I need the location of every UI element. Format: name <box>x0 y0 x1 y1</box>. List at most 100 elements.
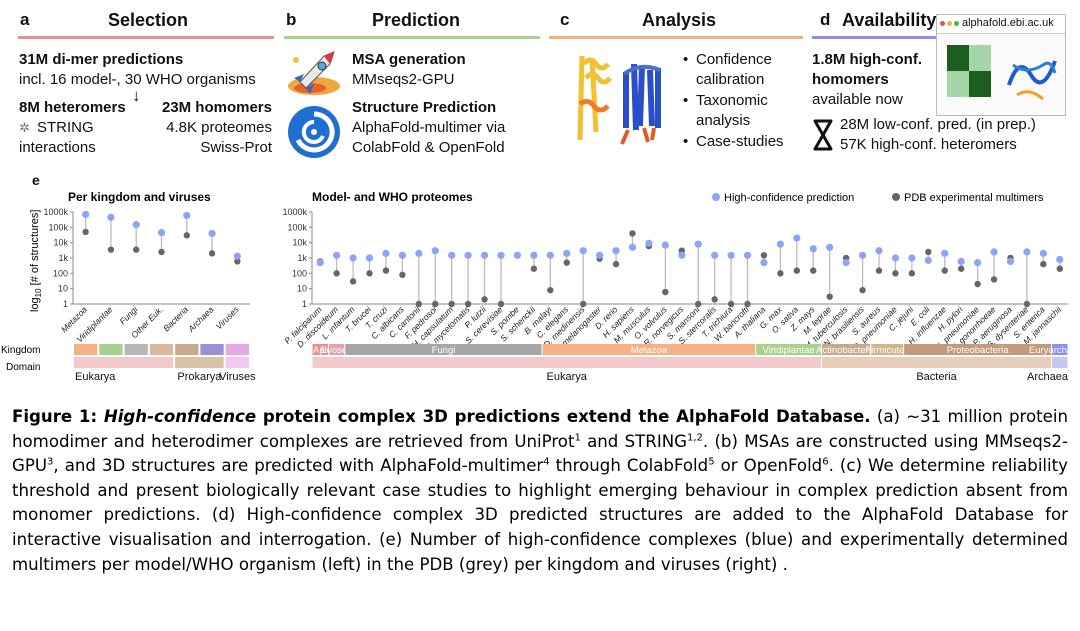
kingdom-band <box>1052 344 1068 355</box>
pdb-point <box>777 270 784 277</box>
pae-heatmap <box>947 45 991 97</box>
panel-b-title: Prediction <box>372 10 461 30</box>
caption-text-2: and STRING <box>587 431 687 451</box>
pdb-point <box>107 246 115 253</box>
panel-e-letter: e <box>32 172 40 188</box>
domain-swatch <box>74 357 174 368</box>
pdb-point <box>208 250 216 257</box>
protein-structure-icon <box>577 55 661 145</box>
x-tick-label: Fungi <box>118 304 141 327</box>
caption-text-6: or OpenFold <box>720 456 823 476</box>
kingdom-label: Firmicutes <box>865 345 909 356</box>
kingdom-label: Metazoa <box>631 345 668 356</box>
panel-c-bullet-2: Taxonomic <box>696 92 768 109</box>
kingdom-swatch <box>225 344 249 355</box>
kingdom-swatch <box>74 344 98 355</box>
panel-c-bullet-1b: calibration <box>696 71 765 88</box>
y-tick-label: 100k <box>48 222 68 232</box>
panel-b-bar <box>284 36 540 39</box>
caption-text-7: . (c) We determine reliability threshold… <box>12 456 1068 574</box>
high-conf-point <box>563 249 571 257</box>
high-conf-point <box>645 239 653 247</box>
pdb-point <box>662 288 669 296</box>
domain-label: Bacteria <box>916 371 957 383</box>
pdb-point <box>810 267 817 274</box>
pdb-point <box>366 270 373 277</box>
panel-a-line2: incl. 16 model-, 30 WHO organisms <box>19 71 256 88</box>
y-tick-label: 10 <box>58 284 68 294</box>
kingdom-band <box>821 344 871 355</box>
caption-ref-3: 3 <box>47 456 54 468</box>
legend-high-label: High-confidence prediction <box>724 192 854 204</box>
high-conf-point <box>513 251 522 259</box>
pdb-point <box>1056 265 1063 272</box>
bullet-marker: • <box>683 51 689 68</box>
window-dot-icon <box>954 21 959 26</box>
high-conf-point <box>1006 257 1015 266</box>
domain-label: Viruses <box>219 371 256 383</box>
panel-d-title: Availability <box>842 10 937 30</box>
rocket-icon <box>288 51 340 95</box>
pdb-point <box>760 252 768 259</box>
panel-c-bullet-1: Confidence <box>696 51 772 68</box>
bullet-marker: • <box>683 133 689 150</box>
panel-b-msa-title: MSA generation <box>352 51 466 68</box>
domain-swatch <box>225 357 249 368</box>
high-conf-point <box>157 229 166 237</box>
caption-ref-2: 1,2 <box>687 432 703 444</box>
high-conf-point <box>628 243 637 251</box>
panel-d-hetero: 57K high-conf. heteromers <box>840 136 1017 153</box>
pdb-point <box>925 248 932 256</box>
right-chart-title: Model- and WHO proteomes <box>312 190 473 204</box>
y-tick-label: 1 <box>302 299 307 309</box>
high-conf-point <box>333 251 341 259</box>
high-conf-point <box>480 251 489 259</box>
domain-label: Archaea <box>1027 371 1069 383</box>
high-conf-point <box>974 259 982 267</box>
high-conf-point <box>1056 255 1064 264</box>
legend-pdb-label: PDB experimental multimers <box>904 192 1044 204</box>
kingdom-band <box>328 344 345 355</box>
pdb-point <box>563 259 570 266</box>
y-tick-label: 1000k <box>43 207 68 217</box>
pdb-point <box>711 296 718 303</box>
panel-c-letter: c <box>560 10 570 29</box>
colabfold-logo-icon <box>288 106 340 158</box>
hourglass-icon <box>813 119 833 151</box>
high-conf-point <box>415 249 423 257</box>
panel-d-bar <box>812 36 937 39</box>
high-conf-point <box>233 252 241 260</box>
pdb-point <box>875 267 883 274</box>
domain-label: Eukarya <box>547 371 588 383</box>
pdb-point <box>744 300 751 308</box>
high-conf-point <box>809 245 817 253</box>
pdb-point <box>793 267 801 274</box>
y-axis-label: log10 [# of structures] <box>29 210 43 312</box>
panel-d-line1: 1.8M high-conf. <box>812 51 922 68</box>
high-conf-point <box>107 213 115 221</box>
pae-block <box>969 71 991 97</box>
panel-d-letter: d <box>820 10 831 29</box>
high-conf-point <box>826 243 834 251</box>
panel-a-arrow: ↓ <box>132 86 141 105</box>
y-tick-label: 10k <box>292 238 307 248</box>
left-chart-title: Per kingdom and viruses <box>68 190 211 204</box>
high-conf-point <box>398 251 406 259</box>
high-conf-point <box>349 254 357 262</box>
high-conf-point <box>678 251 686 259</box>
high-conf-point <box>1039 249 1047 257</box>
y-tick-label: 1k <box>297 253 307 263</box>
panel-a-hetero-title: 8M heteromers <box>19 99 126 116</box>
kingdom-band <box>345 344 542 355</box>
structure-preview-icon <box>1007 60 1057 101</box>
panel-c-bullet-3: Case-studies <box>696 133 784 150</box>
y-tick-label: 100 <box>292 268 307 278</box>
panel-e-chart: Per kingdom and viruses Model- and WHO p… <box>1 190 1080 383</box>
pdb-point <box>941 267 948 274</box>
caption-fig-title-rest: protein complex 3D predictions extend th… <box>262 407 871 426</box>
pdb-point <box>1040 260 1047 268</box>
caption-ref-5: 5 <box>708 456 715 468</box>
high-conf-point <box>711 251 719 259</box>
domain-label: Prokarya <box>177 371 222 383</box>
figure-caption: Figure 1: High-confidence protein comple… <box>12 405 1068 577</box>
